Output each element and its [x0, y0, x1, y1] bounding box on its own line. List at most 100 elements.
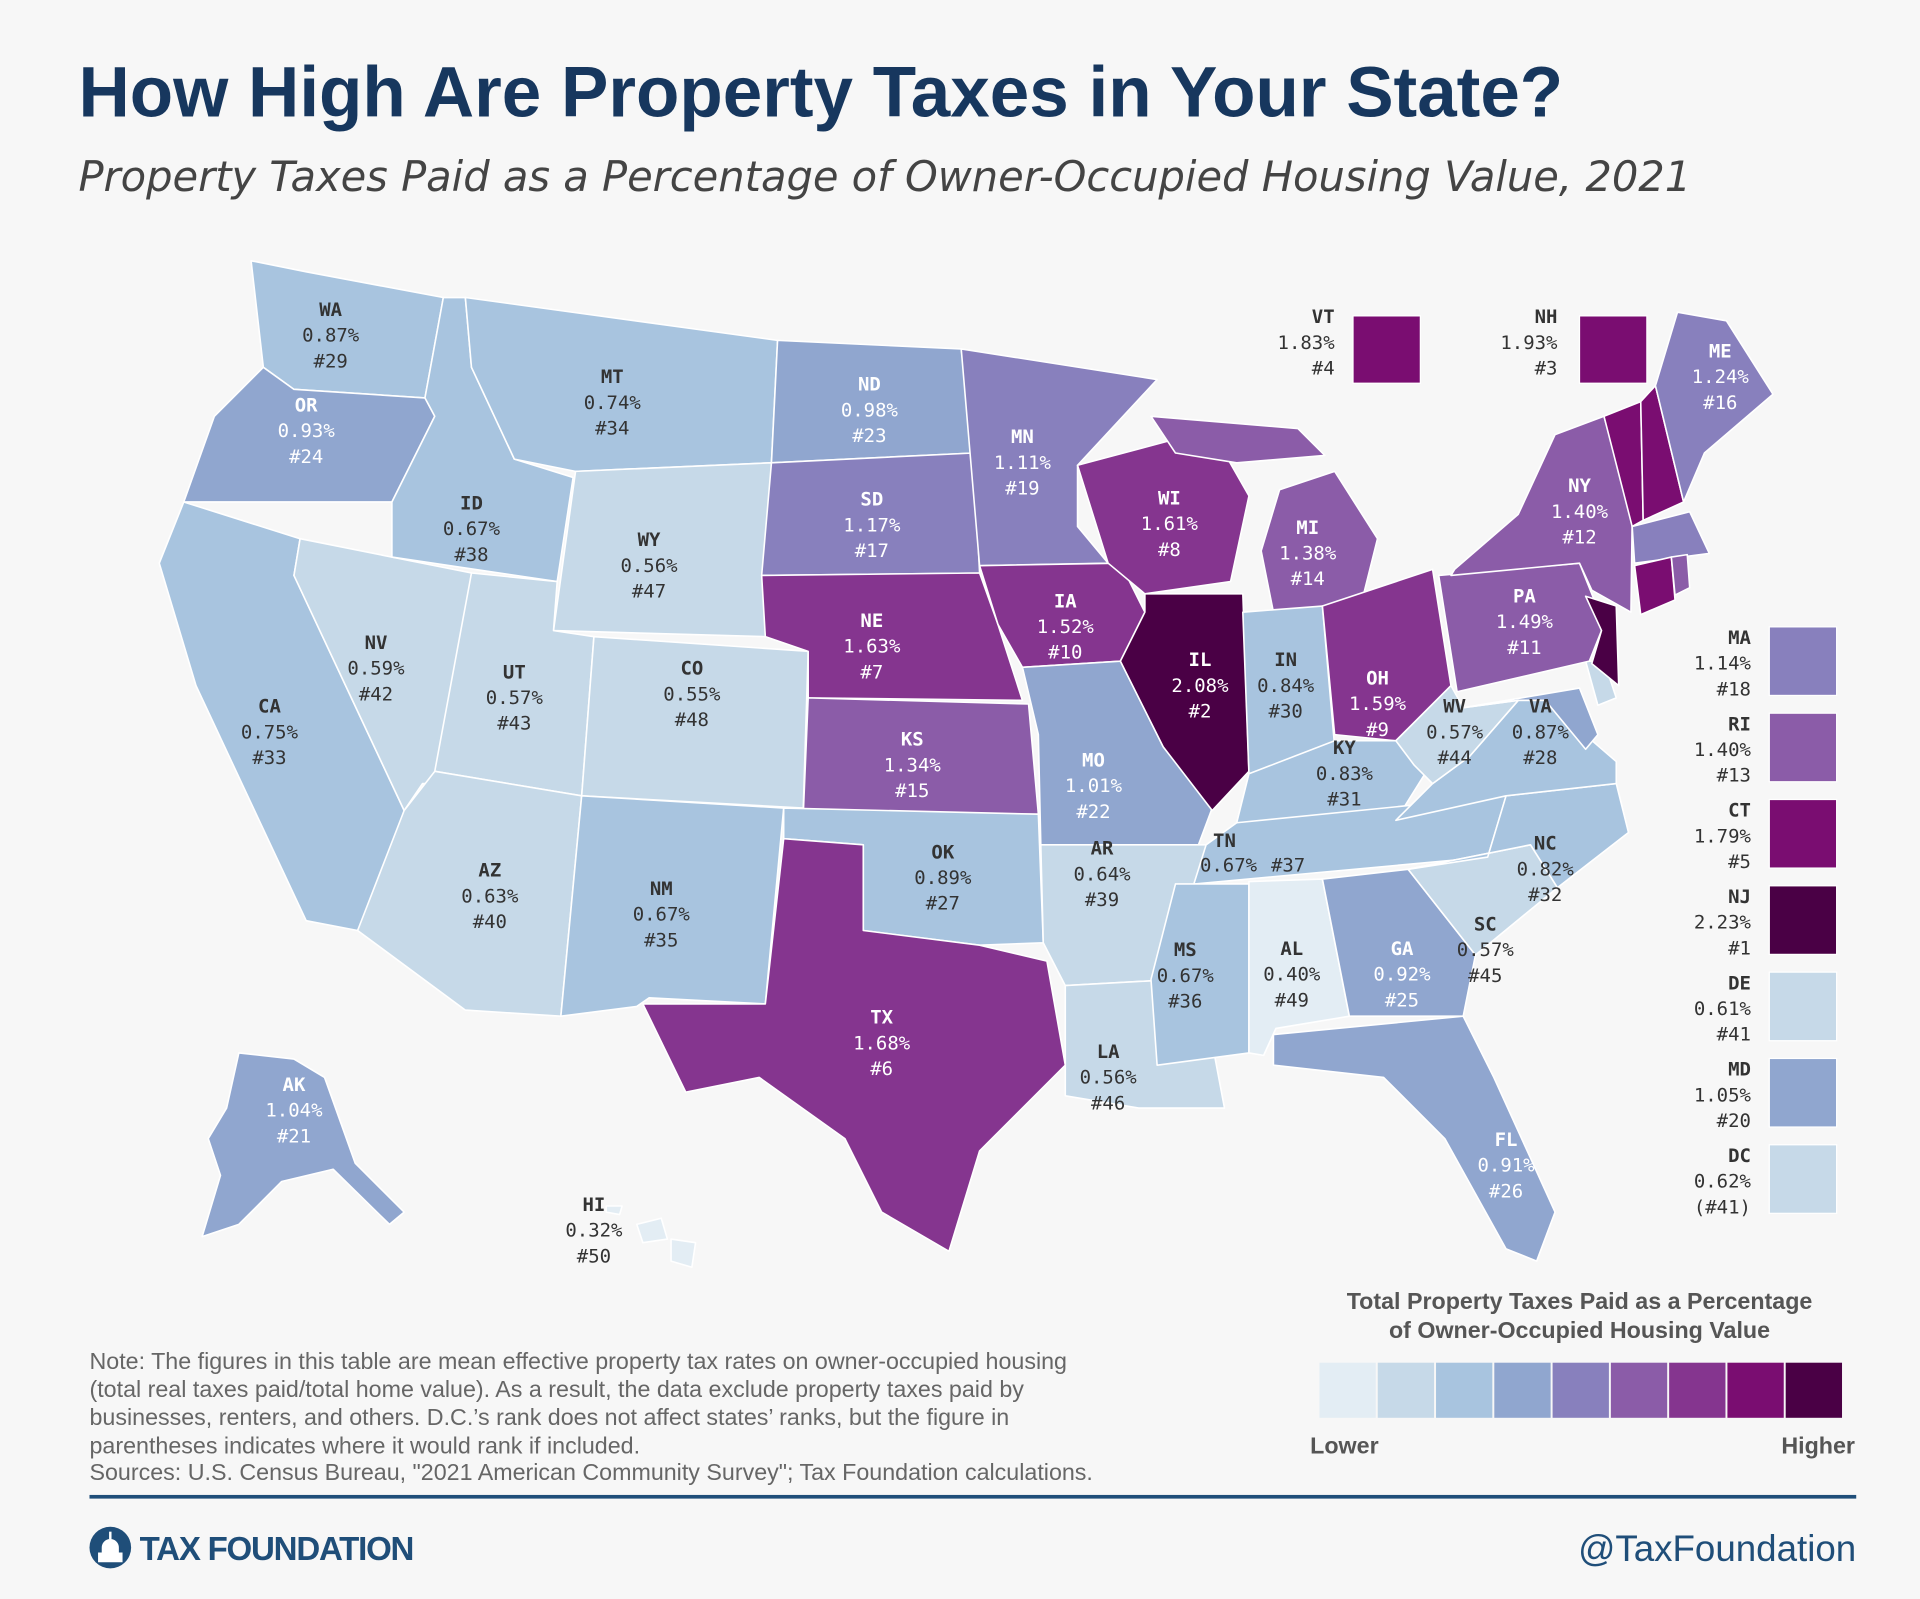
- state-label-rank: #7: [860, 661, 883, 683]
- state-label-rank: #42: [359, 683, 393, 705]
- state-ct[interactable]: [1633, 556, 1676, 616]
- state-label-value: 0.32%: [565, 1220, 623, 1242]
- state-label-abbr: WI: [1158, 487, 1181, 509]
- state-label-rank: #1: [1728, 937, 1751, 959]
- state-label-abbr: MS: [1174, 939, 1197, 961]
- state-label-rank: #15: [895, 780, 929, 802]
- tax-foundation-logo[interactable]: TAX FOUNDATION: [89, 1526, 414, 1569]
- state-label-rank: #27: [926, 893, 960, 915]
- swatch-de: [1768, 971, 1838, 1042]
- state-label-abbr: MI: [1296, 517, 1319, 539]
- state-label-rank: #9: [1366, 719, 1389, 741]
- state-label-value: 0.63%: [461, 885, 519, 907]
- state-label-rank: #5: [1728, 851, 1751, 873]
- state-ri[interactable]: [1670, 553, 1691, 596]
- state-hi[interactable]: [635, 1217, 669, 1244]
- state-me[interactable]: [1654, 311, 1774, 503]
- state-ga[interactable]: [1321, 868, 1477, 1018]
- state-label-rank: #17: [855, 540, 889, 562]
- state-label-rank: #14: [1291, 568, 1325, 590]
- state-label-abbr: SC: [1474, 914, 1497, 936]
- note-line: Note: The figures in this table are mean…: [89, 1348, 1066, 1374]
- state-label-value: 1.17%: [843, 514, 901, 536]
- state-label-abbr: NE: [860, 610, 883, 632]
- sources-line: Sources: U.S. Census Bureau, "2021 Ameri…: [89, 1459, 1092, 1485]
- state-label-value: 1.05%: [1694, 1084, 1752, 1106]
- state-label-abbr: NC: [1534, 833, 1557, 855]
- state-label-abbr: IL: [1189, 649, 1212, 671]
- state-label-value: 0.67%: [1157, 965, 1215, 987]
- state-fl[interactable]: [1272, 1015, 1556, 1262]
- state-ma[interactable]: [1631, 510, 1711, 564]
- twitter-handle[interactable]: @TaxFoundation: [1578, 1528, 1856, 1569]
- note-line: (total real taxes paid/total home value)…: [89, 1376, 1024, 1402]
- state-mi[interactable]: [1150, 415, 1326, 464]
- state-label-rank: #3: [1535, 358, 1558, 380]
- state-label-abbr: RI: [1728, 713, 1751, 735]
- legend-swatch: [1785, 1362, 1843, 1418]
- state-label-value: 0.57%: [1426, 721, 1484, 743]
- state-label-value: 0.98%: [841, 399, 899, 421]
- state-label-abbr: CO: [680, 658, 703, 680]
- state-label-abbr: OK: [931, 841, 954, 863]
- state-label-value: 1.40%: [1694, 739, 1752, 761]
- state-label-value: 0.67%: [1200, 855, 1258, 877]
- state-label-rank: #44: [1438, 747, 1472, 769]
- note-line: parentheses indicates where it would ran…: [89, 1432, 640, 1458]
- legend-swatch: [1261, 1362, 1318, 1418]
- state-label-rank: #18: [1717, 678, 1751, 700]
- state-label-abbr: MO: [1082, 749, 1105, 771]
- state-label-rank: #10: [1048, 642, 1082, 664]
- state-label-rank: #50: [577, 1245, 611, 1267]
- state-label-value: 1.61%: [1141, 513, 1199, 535]
- state-label-value: 0.84%: [1257, 675, 1315, 697]
- swatch-nj: [1768, 885, 1838, 955]
- state-label-rank: #8: [1158, 539, 1181, 561]
- state-label-value: 1.68%: [853, 1032, 911, 1054]
- state-label-value: 0.82%: [1517, 858, 1575, 880]
- state-nj[interactable]: [1584, 595, 1620, 687]
- state-tx[interactable]: [642, 837, 1067, 1253]
- legend-swatches: [1261, 1362, 1843, 1418]
- state-label-value: 0.57%: [486, 687, 544, 709]
- state-label-value: 1.59%: [1349, 693, 1407, 715]
- state-label-value: 1.79%: [1694, 825, 1752, 847]
- state-label-rank: #21: [277, 1125, 311, 1147]
- state-md[interactable]: [1462, 687, 1599, 751]
- state-label-value: 1.63%: [843, 636, 901, 658]
- state-hi[interactable]: [670, 1238, 697, 1268]
- state-label-rank: #35: [644, 929, 678, 951]
- state-label-value: 0.67%: [443, 518, 501, 540]
- state-label-abbr: PA: [1513, 585, 1536, 607]
- state-label-rank: #30: [1269, 700, 1303, 722]
- state-label-rank: #23: [852, 425, 886, 447]
- state-label-rank: #28: [1523, 747, 1557, 769]
- state-label-rank: #38: [454, 544, 488, 566]
- state-label-value: 0.87%: [1512, 721, 1570, 743]
- state-label-abbr: MA: [1728, 627, 1751, 649]
- swatch-md: [1768, 1057, 1838, 1128]
- us-choropleth-map: [158, 259, 1774, 1268]
- state-label-abbr: DC: [1728, 1145, 1751, 1167]
- state-label-rank: #20: [1717, 1110, 1751, 1132]
- state-ny[interactable]: [1450, 415, 1633, 613]
- state-label-rank: #36: [1168, 991, 1202, 1013]
- state-label-value: 0.62%: [1694, 1171, 1752, 1193]
- state-label-rank: #11: [1507, 637, 1541, 659]
- state-wv[interactable]: [1395, 684, 1520, 785]
- state-ne[interactable]: [760, 572, 1024, 702]
- state-label-abbr: UT: [503, 661, 526, 683]
- state-wy[interactable]: [552, 462, 773, 638]
- state-label-value: 0.87%: [302, 325, 360, 347]
- state-label-value: 2.08%: [1171, 675, 1229, 697]
- state-label-abbr: TN: [1213, 830, 1236, 852]
- state-ak[interactable]: [201, 1052, 405, 1238]
- state-label-abbr: VA: [1529, 696, 1552, 718]
- state-ms[interactable]: [1150, 883, 1250, 1066]
- state-label-abbr: FL: [1495, 1129, 1518, 1151]
- state-label-rank: #25: [1385, 989, 1419, 1011]
- state-label-value: 0.67%: [633, 904, 691, 926]
- state-hi[interactable]: [605, 1205, 623, 1216]
- swatch-nh: [1578, 315, 1648, 384]
